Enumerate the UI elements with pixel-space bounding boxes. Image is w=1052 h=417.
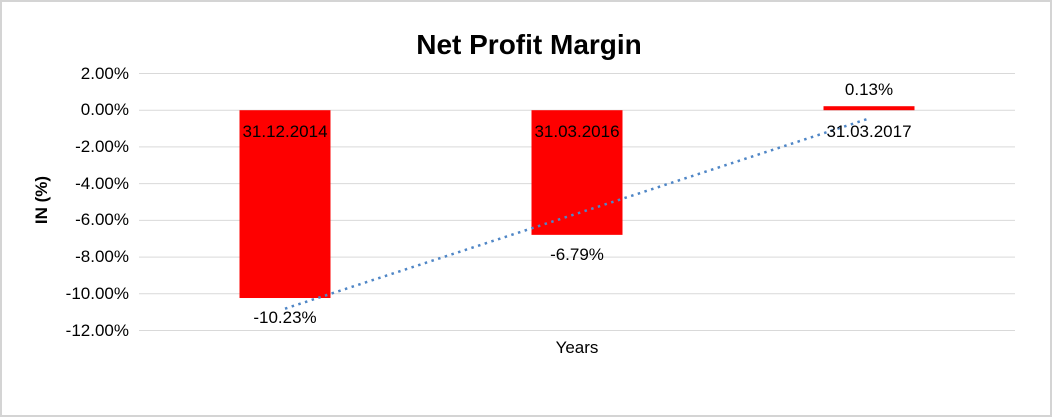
y-tick-label: -10.00%: [65, 283, 129, 303]
data-label: 0.13%: [844, 80, 894, 100]
data-label: -6.79%: [550, 244, 604, 264]
y-tick-label: -2.00%: [75, 136, 129, 156]
chart-title: Net Profit Margin: [416, 29, 642, 60]
trendline: [284, 117, 870, 310]
category-label: 31.12.2014: [242, 122, 328, 142]
y-tick-label: -8.00%: [75, 247, 129, 267]
y-tick-label: -12.00%: [65, 320, 129, 340]
y-tick-label: 2.00%: [80, 63, 129, 83]
y-tick-label: 0.00%: [80, 100, 129, 120]
data-label: -10.23%: [253, 308, 317, 327]
y-tick-label: -6.00%: [75, 210, 129, 230]
bar: [823, 106, 915, 111]
bar: [239, 110, 331, 299]
y-tick-label: -4.00%: [75, 173, 129, 193]
category-label: 31.03.2016: [534, 122, 620, 142]
category-label: 31.03.2017: [826, 122, 912, 142]
x-axis-title: Years: [555, 338, 599, 357]
bar: [531, 110, 623, 235]
